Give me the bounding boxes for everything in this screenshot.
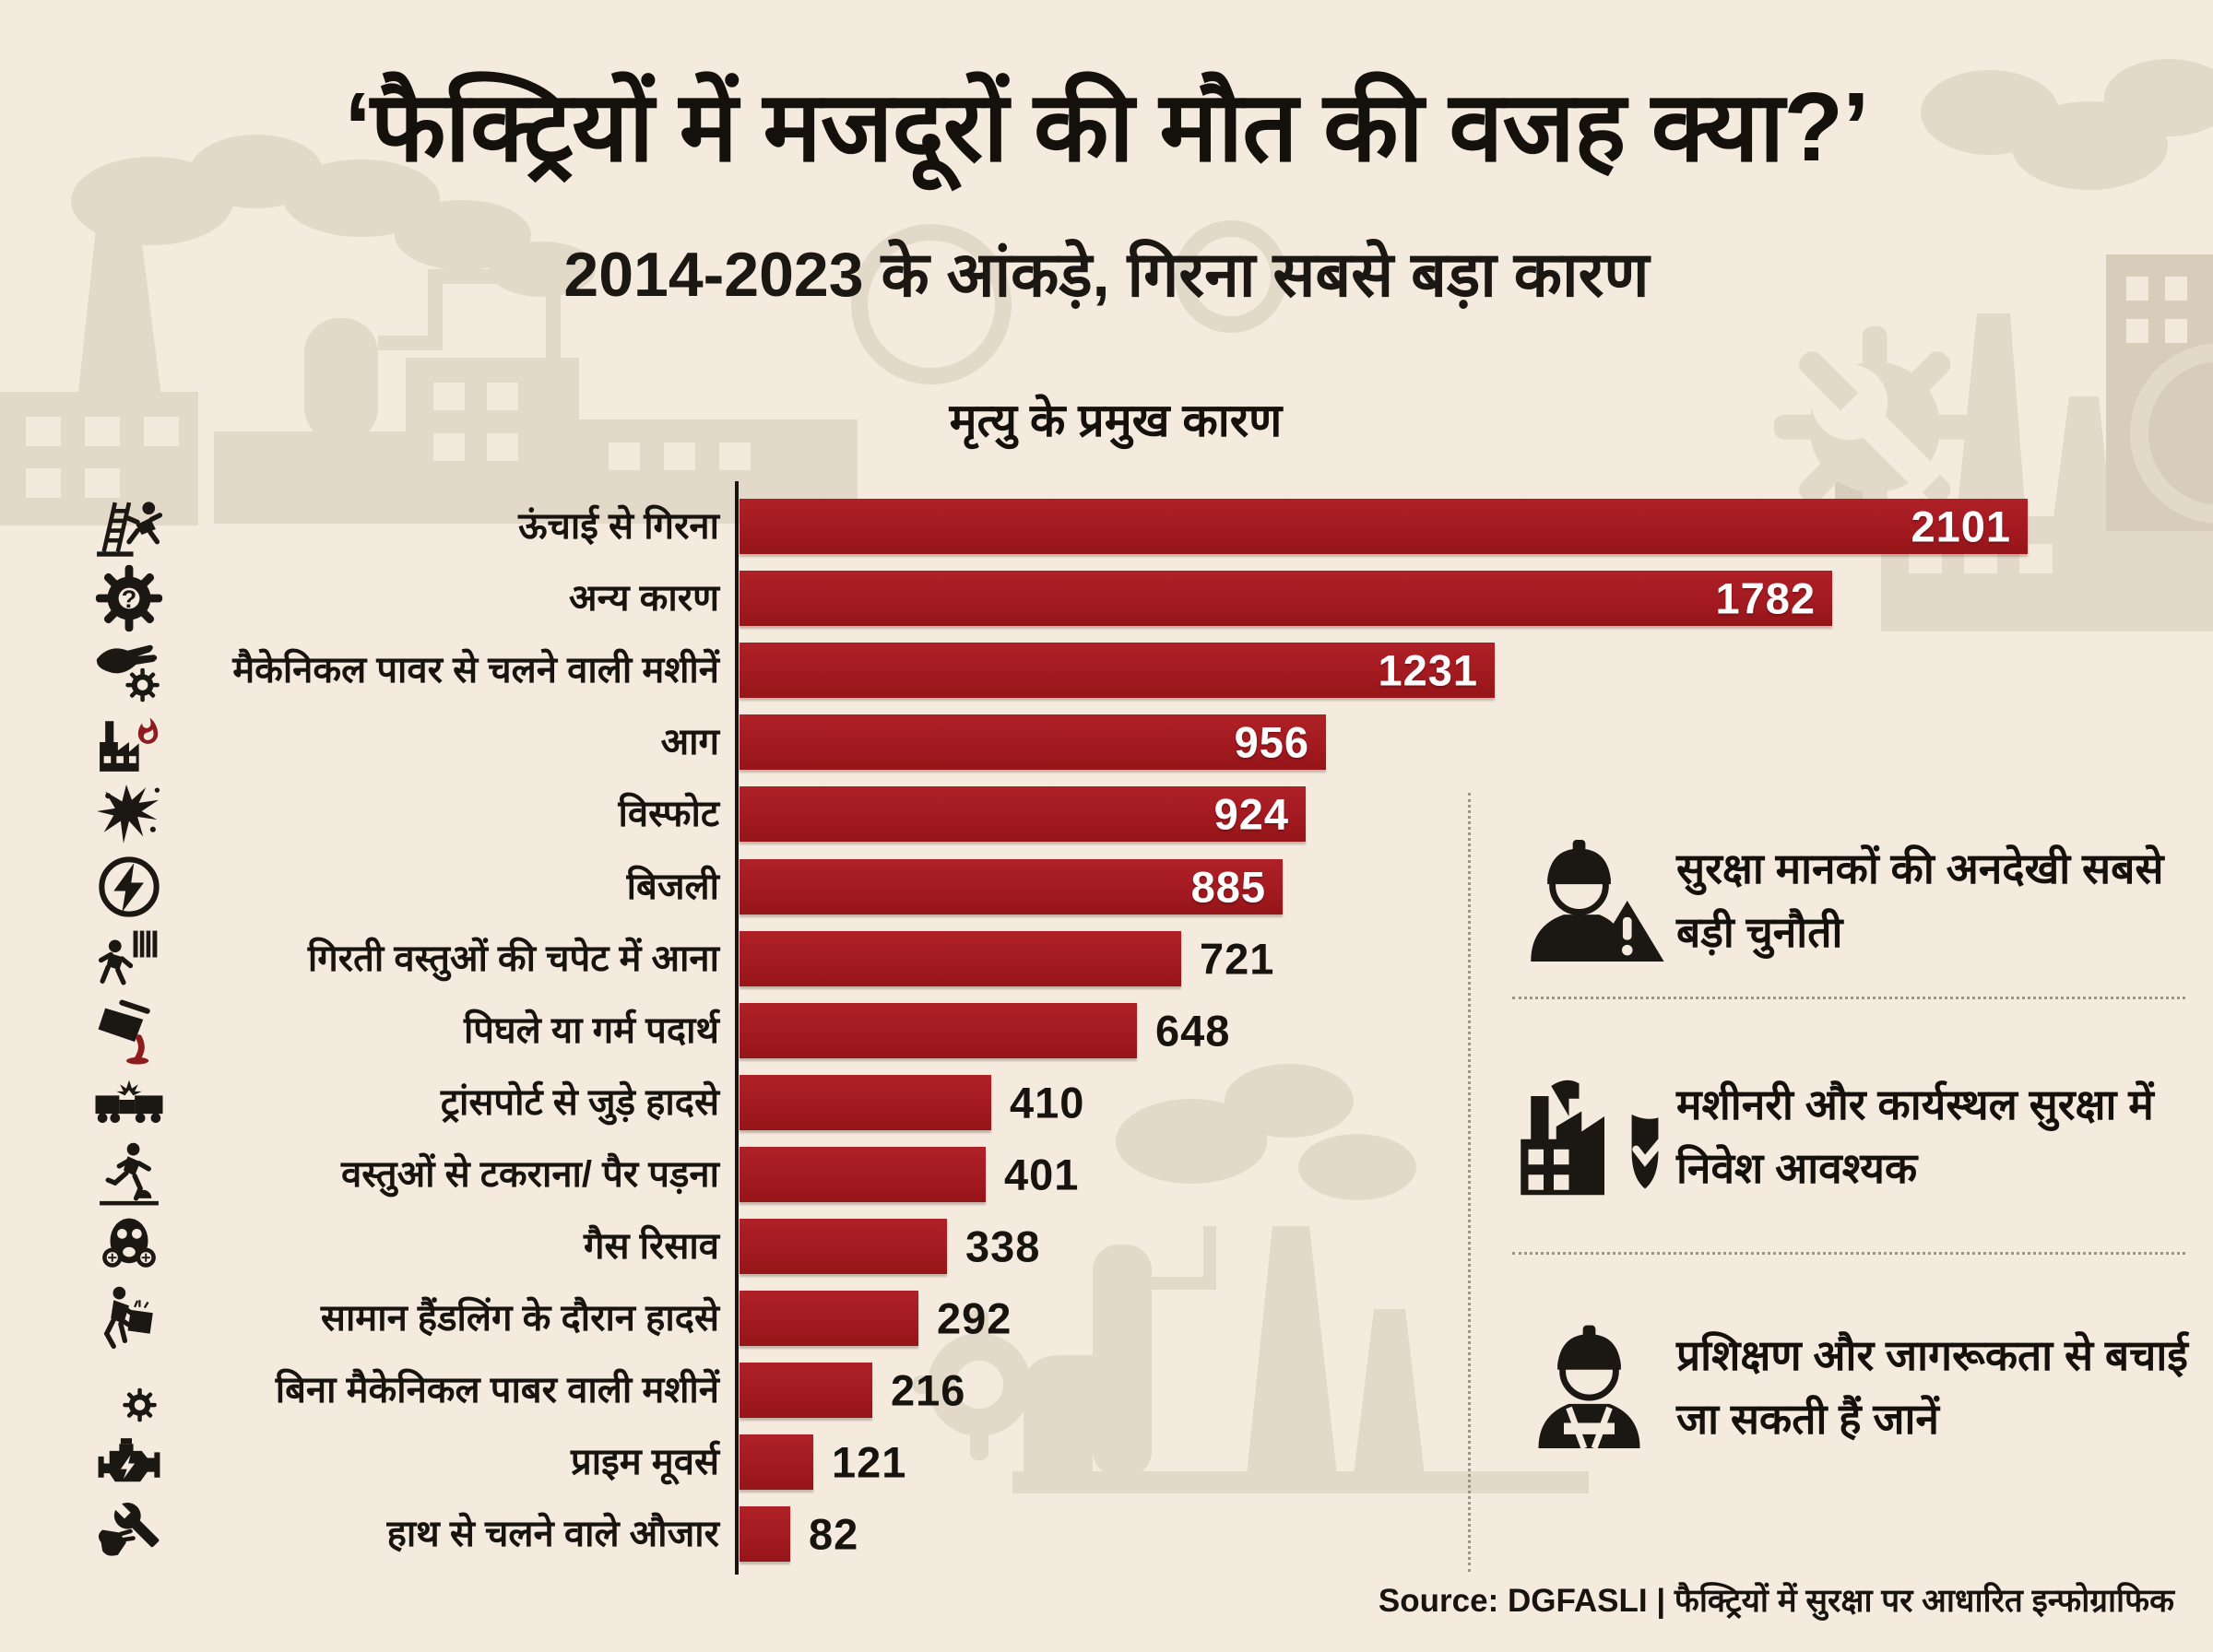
molten-metal-icon xyxy=(81,996,177,1066)
bar xyxy=(740,1434,813,1491)
page-title: ‘फैक्ट्रियों में मजदूरों की मौत की वजह क… xyxy=(344,73,1869,182)
row-cause-label: ट्रांसपोर्ट से जुड़े हादसे xyxy=(440,1081,719,1123)
bar xyxy=(740,1506,790,1563)
bar: 924 xyxy=(740,786,1306,843)
bar-value-outside: 82 xyxy=(809,1509,859,1559)
chart-row: गिरती वस्तुओं की चपेट में आना 721 xyxy=(0,923,2213,995)
factory-fire-icon xyxy=(81,707,177,777)
bar xyxy=(740,1074,991,1130)
gear-question-icon: ? xyxy=(81,563,177,633)
bar-value-outside: 648 xyxy=(1155,1006,1231,1056)
transport-accident-icon xyxy=(81,1068,177,1138)
chart-row: बिना मैकेनिकल पाबर वाली मशीनें 216 xyxy=(0,1354,2213,1426)
chart-row: पिघले या गर्म पदार्थ 648 xyxy=(0,995,2213,1067)
row-cause-label: ऊंचाई से गिरना xyxy=(518,506,719,548)
bar xyxy=(740,1146,986,1202)
row-cause-label: मैकेनिकल पावर से चलने वाली मशीनें xyxy=(232,650,719,691)
bar-value-inside: 924 xyxy=(1213,789,1289,839)
chart-row: विस्फोट 924 xyxy=(0,778,2213,850)
row-cause-label: आग xyxy=(660,722,719,763)
bar xyxy=(740,1363,872,1419)
svg-text:?: ? xyxy=(122,584,137,613)
falling-object-icon xyxy=(81,924,177,994)
row-cause-label: अन्य कारण xyxy=(568,578,719,620)
electricity-icon xyxy=(81,852,177,922)
chart-row: वस्तुओं से टकराना/ पैर पड़ना 401 xyxy=(0,1139,2213,1210)
gas-mask-icon xyxy=(81,1211,177,1281)
callout-training-awareness: प्रशिक्षण और जागरूकता से बचाई जा सकती है… xyxy=(1501,1281,2202,1493)
page-subtitle: 2014-2023 के आंकड़े, गिरना सबसे बड़ा कार… xyxy=(563,240,1650,310)
bar xyxy=(740,1218,947,1274)
row-cause-label: प्राइम मूवर्स xyxy=(571,1442,719,1483)
bar xyxy=(740,930,1181,986)
callout-machinery-investment: मशीनरी और कार्यस्थल सुरक्षा में निवेश आव… xyxy=(1501,1031,2202,1243)
callout-separator xyxy=(1512,997,2185,999)
explosion-icon xyxy=(81,779,177,849)
bar-chart: ऊंचाई से गिरना 2101 ? अन्य कारण 1782 मैक… xyxy=(0,490,2213,1570)
bar: 2101 xyxy=(740,499,2028,555)
callout-text: मशीनरी और कार्यस्थल सुरक्षा में निवेश आव… xyxy=(1676,1080,2154,1192)
bar-value-outside: 292 xyxy=(937,1293,1012,1343)
bar-value-outside: 401 xyxy=(1004,1150,1080,1199)
worker-warning-icon xyxy=(1501,832,1676,970)
bar-value-inside: 956 xyxy=(1234,717,1309,767)
bar: 885 xyxy=(740,858,1283,914)
row-cause-label: पिघले या गर्म पदार्थ xyxy=(463,1009,719,1051)
worker-training-icon xyxy=(1501,1318,1676,1457)
chart-row: ऊंचाई से गिरना 2101 xyxy=(0,490,2213,562)
row-cause-label: सामान हैंडलिंग के दौरान हादसे xyxy=(320,1298,719,1339)
chart-row: आग 956 xyxy=(0,706,2213,778)
bar-value-outside: 410 xyxy=(1010,1078,1085,1127)
bar xyxy=(740,1291,918,1347)
chart-row: गैस रिसाव 338 xyxy=(0,1210,2213,1282)
row-cause-label: गिरती वस्तुओं की चपेट में आना xyxy=(307,938,719,979)
bar-value-outside: 721 xyxy=(1200,934,1275,984)
chart-row: हाथ से चलने वाले औजार 82 xyxy=(0,1498,2213,1570)
chart-row: सामान हैंडलिंग के दौरान हादसे 292 xyxy=(0,1282,2213,1354)
panel-divider-dotted xyxy=(1468,793,1471,1572)
callout-text: सुरक्षा मानकों की अनदेखी सबसे बड़ी चुनौत… xyxy=(1676,844,2164,956)
bar-value-inside: 1231 xyxy=(1378,645,1478,695)
chart-row: ट्रांसपोर्ट से जुड़े हादसे 410 xyxy=(0,1067,2213,1139)
engine-icon xyxy=(81,1427,177,1497)
callout-text: प्रशिक्षण और जागरूकता से बचाई जा सकती है… xyxy=(1676,1331,2188,1443)
row-cause-label: गैस रिसाव xyxy=(583,1225,719,1267)
bar-value-outside: 338 xyxy=(965,1221,1041,1271)
chart-row: प्राइम मूवर्स 121 xyxy=(0,1426,2213,1498)
bar-value-outside: 121 xyxy=(832,1437,907,1487)
bar: 956 xyxy=(740,714,1326,771)
row-cause-label: हाथ से चलने वाले औजार xyxy=(386,1514,719,1555)
source-line: Source: DGFASLI | फैक्ट्रियों में सुरक्ष… xyxy=(1378,1583,2174,1619)
row-cause-label: बिजली xyxy=(626,866,719,907)
material-handling-icon xyxy=(81,1283,177,1353)
bar xyxy=(740,1002,1137,1058)
bar: 1782 xyxy=(740,571,1832,627)
bar-value-inside: 885 xyxy=(1190,862,1266,912)
factory-shield-icon xyxy=(1501,1068,1676,1206)
callout-separator xyxy=(1512,1252,2185,1255)
fall-from-height-icon xyxy=(81,491,177,561)
bar-value-outside: 216 xyxy=(891,1365,966,1415)
row-cause-label: विस्फोट xyxy=(618,794,719,835)
chart-axis xyxy=(735,481,739,1575)
chart-row: ? अन्य कारण 1782 xyxy=(0,562,2213,634)
chart-row: मैकेनिकल पावर से चलने वाली मशीनें 1231 xyxy=(0,634,2213,706)
bar-value-inside: 2101 xyxy=(1911,502,2011,551)
hand-in-gear-icon xyxy=(81,1355,177,1425)
callout-safety-standards: सुरक्षा मानकों की अनदेखी सबसे बड़ी चुनौत… xyxy=(1501,804,2202,997)
chart-title: मृत्यु के प्रमुख कारण xyxy=(949,395,1283,446)
row-cause-label: बिना मैकेनिकल पाबर वाली मशीनें xyxy=(275,1370,719,1411)
row-cause-label: वस्तुओं से टकराना/ पैर पड़ना xyxy=(340,1153,719,1195)
bar-value-inside: 1782 xyxy=(1715,573,1816,623)
trip-strike-icon xyxy=(81,1139,177,1210)
hand-tools-icon xyxy=(81,1499,177,1569)
bar: 1231 xyxy=(740,643,1495,699)
chart-row: बिजली 885 xyxy=(0,850,2213,922)
hand-in-machine-icon xyxy=(81,635,177,705)
